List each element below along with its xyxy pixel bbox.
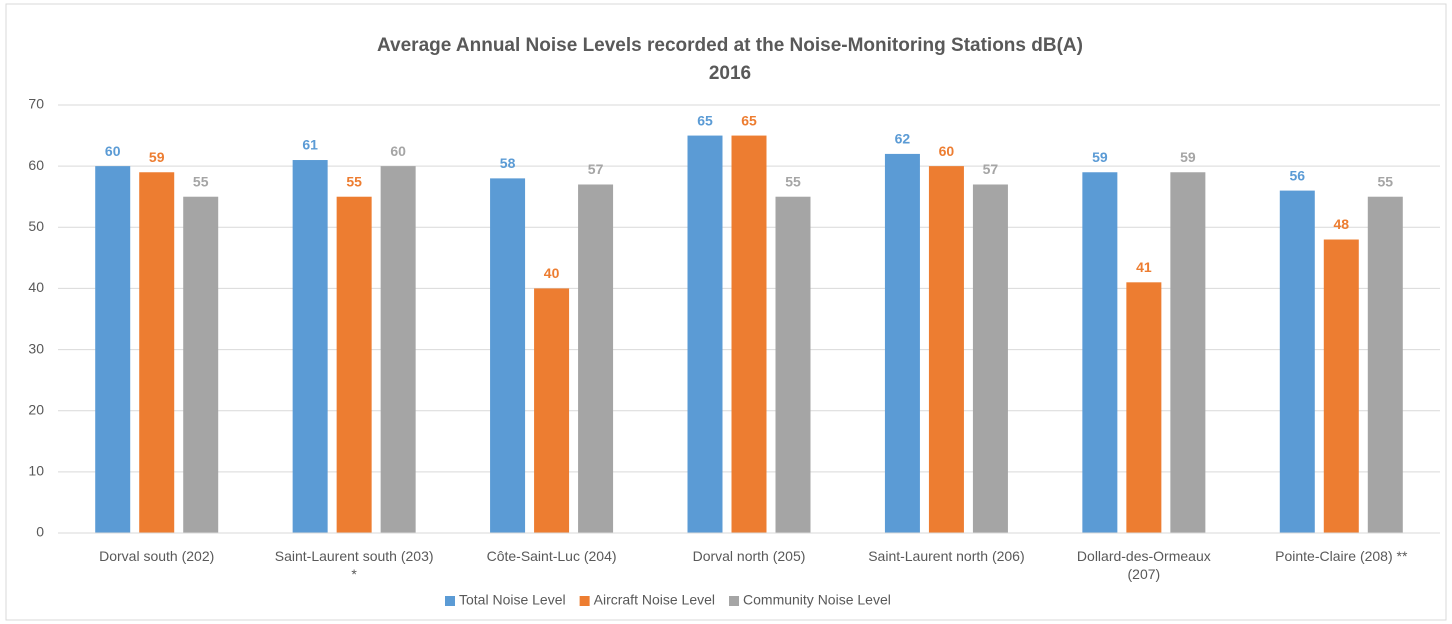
data-label: 62: [895, 131, 911, 147]
y-tick-label: 0: [36, 524, 44, 540]
legend-label: Aircraft Noise Level: [594, 592, 715, 608]
x-tick-label: Dorval north (205): [692, 548, 806, 564]
data-label: 65: [741, 112, 757, 128]
bar: [1279, 190, 1315, 533]
y-tick-label: 70: [28, 96, 44, 112]
bar: [139, 172, 175, 533]
data-label: 57: [588, 161, 604, 177]
legend-label: Community Noise Level: [743, 592, 891, 608]
legend-swatch: [579, 596, 590, 606]
data-label: 59: [1180, 149, 1196, 165]
y-tick-label: 40: [28, 279, 44, 295]
chart-border: [5, 3, 1447, 621]
data-label: 56: [1289, 167, 1305, 183]
bar: [775, 196, 811, 533]
y-tick-label: 10: [28, 463, 44, 479]
data-label: 58: [500, 155, 516, 171]
data-label: 59: [1092, 149, 1108, 165]
bar: [380, 166, 416, 533]
data-label: 41: [1136, 259, 1152, 275]
bar: [1170, 172, 1206, 533]
data-label: 57: [983, 161, 999, 177]
bar: [1323, 239, 1359, 533]
y-tick-label: 20: [28, 401, 44, 417]
legend-swatch: [729, 596, 740, 606]
bar: [292, 160, 328, 533]
data-label: 48: [1333, 216, 1349, 232]
bar: [1082, 172, 1118, 533]
y-tick-label: 50: [28, 218, 44, 234]
bar: [578, 184, 614, 533]
bar: [731, 135, 767, 534]
x-tick-label: Saint-Laurent north (206): [868, 548, 1025, 564]
data-label: 61: [302, 137, 318, 153]
y-tick-label: 30: [28, 340, 44, 356]
bar: [534, 288, 570, 533]
bar: [1126, 282, 1162, 533]
x-tick-label: Pointe-Claire (208) **: [1275, 548, 1408, 564]
x-tick-label: Dollard-des-Ormeaux (207): [1076, 548, 1211, 582]
data-label: 55: [193, 173, 209, 189]
bar: [687, 135, 723, 534]
data-label: 60: [939, 143, 955, 159]
y-tick-label: 60: [28, 157, 44, 173]
data-label: 55: [346, 173, 362, 189]
bar: [972, 184, 1008, 533]
bar: [884, 153, 920, 533]
bar: [928, 166, 964, 533]
data-label: 65: [697, 112, 713, 128]
chart-subtitle: 2016: [709, 63, 751, 84]
chart-title: Average Annual Noise Levels recorded at …: [377, 35, 1083, 56]
bar: [1367, 196, 1403, 533]
x-tick-label: Dorval south (202): [99, 548, 215, 564]
bar: [336, 196, 372, 533]
bar: [183, 196, 219, 533]
x-tick-label: Côte-Saint-Luc (204): [486, 548, 617, 564]
data-label: 59: [149, 149, 165, 165]
legend-swatch: [445, 596, 455, 606]
data-label: 60: [105, 143, 121, 159]
data-label: 60: [390, 143, 406, 159]
data-label: 55: [785, 173, 801, 189]
bar: [490, 178, 526, 533]
data-label: 40: [544, 265, 560, 281]
bar: [95, 166, 131, 533]
data-label: 55: [1377, 173, 1393, 189]
legend-label: Total Noise Level: [459, 592, 566, 608]
x-tick-label: Saint-Laurent south (203) *: [274, 548, 434, 582]
